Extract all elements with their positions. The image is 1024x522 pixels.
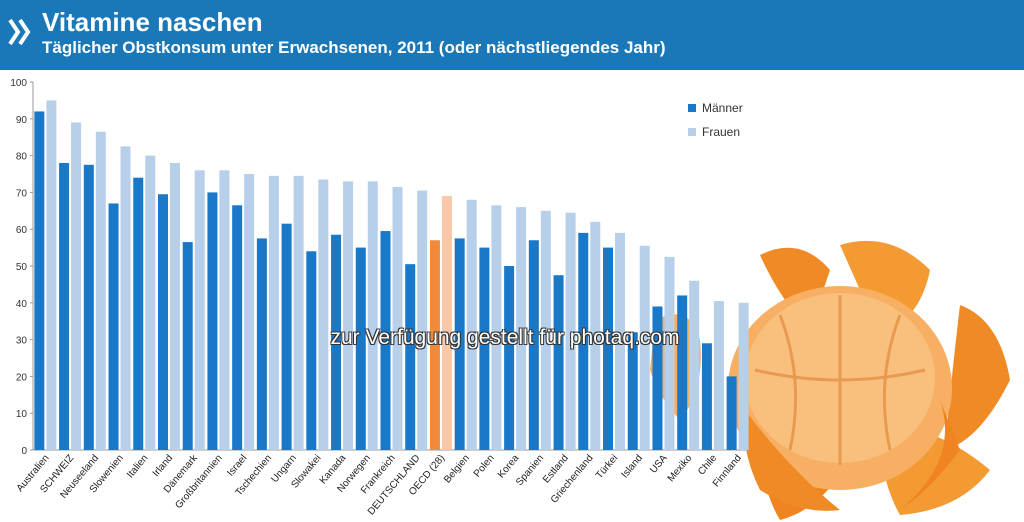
y-tick-label: 60 [16, 225, 28, 236]
y-tick-label: 20 [16, 372, 28, 383]
page-title: Vitamine naschen [42, 7, 263, 37]
y-tick-label: 30 [16, 336, 28, 347]
y-tick-label: 80 [16, 152, 28, 163]
bar-frauen [689, 280, 700, 450]
bar-maenner [281, 223, 292, 450]
bar-maenner [355, 247, 366, 450]
bar-frauen [318, 179, 329, 450]
y-tick-label: 10 [16, 409, 28, 420]
bar-maenner [207, 192, 218, 450]
header-banner: Vitamine naschen Täglicher Obstkonsum un… [0, 0, 1024, 70]
bar-maenner [528, 240, 539, 450]
page-subtitle: Täglicher Obstkonsum unter Erwachsenen, … [42, 38, 666, 57]
bar-maenner [701, 343, 712, 450]
tangerine-image [650, 240, 1010, 520]
bar-frauen [565, 212, 576, 450]
bar-frauen [268, 175, 279, 450]
bar-frauen [491, 205, 502, 450]
x-tick-label: Israel [225, 453, 249, 479]
bar-maenner [677, 295, 688, 450]
bar-frauen [145, 155, 156, 450]
bar-maenner [429, 240, 440, 450]
bar-maenner [652, 306, 663, 450]
bar-frauen [194, 170, 205, 450]
bar-frauen [392, 186, 403, 450]
bar-frauen [417, 190, 428, 450]
y-tick-label: 50 [16, 262, 28, 273]
bar-maenner [627, 332, 638, 450]
bar-frauen [590, 221, 601, 450]
y-tick-label: 0 [21, 446, 27, 457]
bar-maenner [454, 238, 465, 450]
bar-frauen [713, 300, 724, 450]
watermark-text: zur Verfügung gestellt für photaq.com [330, 326, 680, 349]
bar-maenner [331, 234, 342, 450]
bar-maenner [232, 205, 243, 450]
bar-frauen [244, 174, 255, 450]
bar-frauen [71, 122, 82, 451]
legend-label: Frauen [702, 125, 740, 139]
bar-frauen [46, 100, 57, 451]
bar-frauen [343, 181, 354, 451]
bar-maenner [479, 247, 490, 450]
bars [34, 100, 749, 451]
bar-frauen [367, 181, 378, 451]
y-tick-label: 70 [16, 188, 28, 199]
bar-frauen [293, 175, 304, 450]
bar-maenner [306, 251, 317, 450]
x-tick-label: Chile [696, 453, 719, 478]
legend-swatch [688, 104, 696, 112]
bar-maenner [553, 275, 564, 450]
legend-swatch [688, 128, 696, 136]
bar-frauen [615, 232, 626, 450]
fruit-consumption-chart: 0 10 20 30 40 50 60 70 80 90 100 AustralienSCHWEIZ… [10, 78, 1010, 520]
x-tick-label: Polen [472, 453, 497, 480]
bar-maenner [256, 238, 267, 450]
bar-maenner [380, 231, 391, 450]
y-tick-label: 90 [16, 115, 28, 126]
legend-label: Männer [702, 101, 743, 115]
bar-frauen [738, 302, 749, 450]
bar-maenner [157, 194, 168, 450]
legend: Männer Frauen [688, 101, 743, 139]
bar-maenner [578, 232, 589, 450]
bar-frauen [441, 196, 452, 450]
x-tick-label: USA [648, 453, 670, 476]
bar-maenner [108, 203, 119, 450]
bar-frauen [664, 256, 675, 450]
y-tick-label: 40 [16, 299, 28, 310]
bar-maenner [34, 111, 45, 450]
x-tick-label: Island [619, 453, 645, 481]
bar-frauen [219, 170, 230, 450]
bar-maenner [603, 247, 614, 450]
bar-frauen [516, 207, 527, 450]
bar-frauen [95, 131, 106, 450]
x-tick-label: Belgien [442, 453, 472, 486]
bar-frauen [540, 210, 551, 450]
bar-frauen [639, 245, 650, 450]
x-tick-label: Mexiko [666, 453, 695, 485]
x-tick-label: Türkei [594, 453, 620, 481]
x-tick-label: Italien [125, 453, 151, 481]
bar-maenner [83, 164, 94, 451]
bar-frauen [169, 162, 180, 450]
oecd-chevron-icon [8, 18, 31, 46]
y-tick-label: 100 [10, 78, 27, 89]
bar-maenner [59, 162, 70, 450]
bar-frauen [120, 146, 131, 450]
bar-maenner [133, 177, 144, 450]
bar-maenner [504, 266, 515, 450]
bar-frauen [466, 199, 477, 450]
bar-maenner [726, 376, 737, 450]
bar-maenner [405, 264, 416, 450]
bar-maenner [182, 242, 193, 450]
